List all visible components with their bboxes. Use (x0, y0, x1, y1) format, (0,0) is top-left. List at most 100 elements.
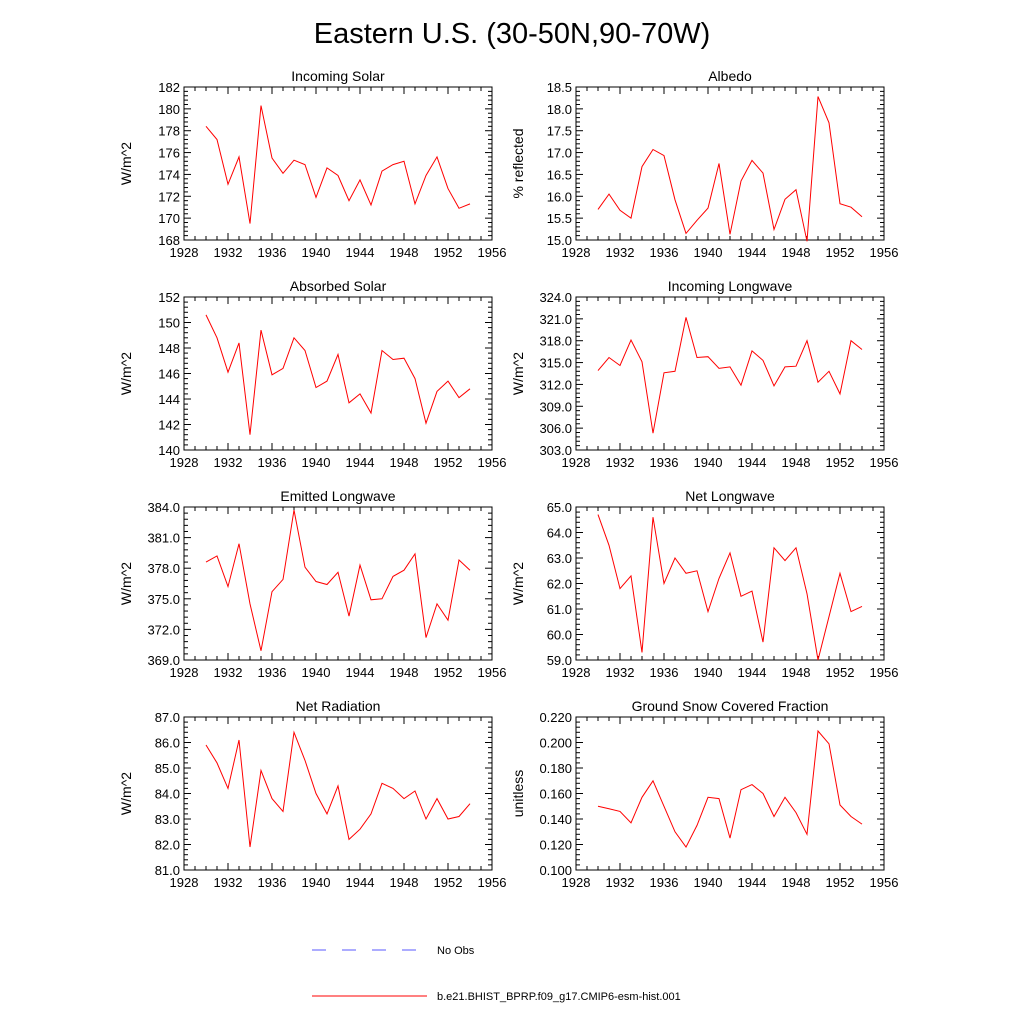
y-tick-label: 303.0 (539, 443, 572, 458)
x-tick-label: 1940 (302, 665, 331, 680)
x-tick-label: 1928 (562, 245, 591, 260)
panel-emitted-longwave: Emitted Longwave W/m^2 1928 1932 1936 1940 194… (118, 488, 506, 680)
panel-net-radiation: Net Radiation W/m^2 1928 1932 1936 1940 1944 19… (118, 698, 506, 890)
y-tick-label: 384.0 (147, 500, 180, 515)
x-tick-label: 1932 (606, 245, 635, 260)
figure-title: Eastern U.S. (30-50N,90-70W) (314, 18, 710, 50)
x-tick-label: 1956 (870, 665, 899, 680)
y-tick-label: 321.0 (539, 312, 572, 327)
y-tick-label: 81.0 (155, 863, 180, 878)
x-tick-label: 1944 (738, 875, 767, 890)
x-tick-label: 1944 (346, 875, 375, 890)
x-tick-label: 1944 (738, 665, 767, 680)
y-tick-label: 63.0 (547, 551, 572, 566)
series-line (205, 510, 471, 651)
x-tick-label: 1940 (302, 875, 331, 890)
x-tick-label: 1948 (782, 455, 811, 470)
x-tick-label: 1952 (826, 245, 855, 260)
y-axis-label: W/m^2 (118, 772, 134, 815)
y-tick-label: 16.0 (547, 189, 572, 204)
y-tick-label: 60.0 (547, 628, 572, 643)
y-tick-label: 84.0 (155, 787, 180, 802)
y-tick-label: 182 (158, 80, 180, 95)
y-tick-label: 85.0 (155, 761, 180, 776)
panel-ground-snow-covered-fraction: Ground Snow Covered Fraction unitless 1928… (510, 698, 898, 890)
x-tick-label: 1936 (650, 875, 679, 890)
x-tick-label: 1944 (738, 455, 767, 470)
x-tick-label: 1956 (478, 245, 507, 260)
x-tick-label: 1940 (694, 665, 723, 680)
x-tick-label: 1936 (258, 245, 287, 260)
x-tick-label: 1932 (214, 875, 243, 890)
panel-title: Net Longwave (685, 488, 775, 504)
series-line (205, 314, 471, 435)
y-tick-label: 64.0 (547, 526, 572, 541)
y-tick-label: 87.0 (155, 710, 180, 725)
plot-frame (183, 506, 493, 661)
panel-title: Incoming Solar (291, 68, 385, 84)
y-tick-label: 15.0 (547, 233, 572, 248)
x-tick-label: 1932 (214, 455, 243, 470)
x-tick-label: 1944 (738, 245, 767, 260)
y-tick-label: 0.140 (539, 812, 572, 827)
legend-label-no-obs: No Obs (437, 945, 475, 957)
panel-title: Incoming Longwave (668, 278, 793, 294)
y-axis-label: W/m^2 (118, 352, 134, 395)
y-tick-label: 375.0 (147, 592, 180, 607)
y-tick-label: 0.160 (539, 787, 572, 802)
y-tick-label: 16.5 (547, 167, 572, 182)
series-line (597, 514, 863, 661)
y-tick-label: 176 (158, 146, 180, 161)
y-axis-label: W/m^2 (118, 562, 134, 605)
panel-title: Emitted Longwave (280, 488, 395, 504)
x-tick-label: 1952 (434, 665, 463, 680)
plot-frame (183, 86, 493, 241)
y-tick-label: 381.0 (147, 531, 180, 546)
x-tick-label: 1932 (214, 665, 243, 680)
panel-absorbed-solar: Absorbed Solar W/m^2 1928 1932 1936 1940 1944 1… (118, 278, 506, 470)
y-tick-label: 0.200 (539, 736, 572, 751)
x-tick-label: 1936 (650, 665, 679, 680)
x-tick-label: 1936 (258, 665, 287, 680)
y-tick-label: 86.0 (155, 736, 180, 751)
x-tick-label: 1928 (170, 875, 199, 890)
panel-title: Ground Snow Covered Fraction (632, 698, 829, 714)
x-tick-label: 1928 (170, 245, 199, 260)
panels: Incoming Solar W/m^2 1928 1932 1936 1940 1944 1… (118, 68, 898, 890)
y-tick-label: 146 (158, 367, 180, 382)
x-tick-label: 1948 (390, 455, 419, 470)
y-axis-label: W/m^2 (510, 352, 526, 395)
y-tick-label: 61.0 (547, 602, 572, 617)
y-tick-label: 83.0 (155, 812, 180, 827)
legend-label-model: b.e21.BHIST_BPRP.f09_g17.CMIP6-esm-hist.… (437, 991, 681, 1003)
y-tick-label: 152 (158, 290, 180, 305)
x-tick-label: 1940 (694, 875, 723, 890)
panel-title: Net Radiation (296, 698, 381, 714)
x-tick-label: 1952 (434, 455, 463, 470)
y-tick-label: 17.0 (547, 146, 572, 161)
y-tick-label: 318.0 (539, 334, 572, 349)
y-tick-label: 0.220 (539, 710, 572, 725)
series-line (597, 317, 863, 434)
panel-net-longwave: Net Longwave W/m^2 1928 1932 1936 1940 1944 194… (510, 488, 898, 680)
x-tick-label: 1948 (390, 245, 419, 260)
x-tick-label: 1936 (650, 455, 679, 470)
x-tick-label: 1940 (302, 245, 331, 260)
y-tick-label: 144 (158, 392, 180, 407)
y-tick-label: 172 (158, 189, 180, 204)
x-tick-label: 1928 (562, 875, 591, 890)
x-tick-label: 1948 (390, 665, 419, 680)
series-line (205, 730, 471, 848)
y-tick-label: 324.0 (539, 290, 572, 305)
panel-incoming-solar: Incoming Solar W/m^2 1928 1932 1936 1940 1944 1… (118, 68, 506, 260)
x-tick-label: 1936 (258, 455, 287, 470)
plot-frame (183, 296, 493, 451)
y-tick-label: 59.0 (547, 653, 572, 668)
panel-title: Albedo (708, 68, 752, 84)
y-tick-label: 170 (158, 211, 180, 226)
y-tick-label: 18.5 (547, 80, 572, 95)
x-tick-label: 1932 (606, 455, 635, 470)
x-tick-label: 1928 (562, 455, 591, 470)
plot-frame (575, 296, 885, 451)
